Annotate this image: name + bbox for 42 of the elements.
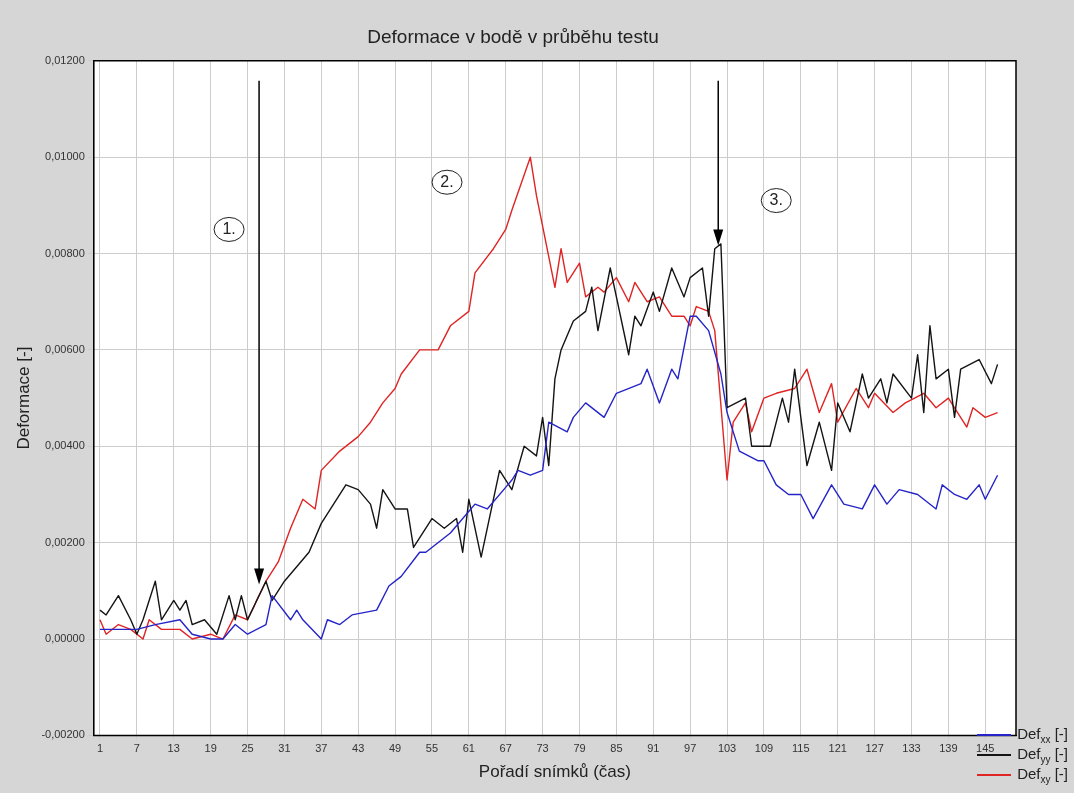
x-tick-label: 25 bbox=[241, 742, 254, 755]
y-tick-label: 0,00400 bbox=[45, 439, 85, 452]
x-tick-label: 145 bbox=[976, 742, 995, 755]
x-tick-label: 91 bbox=[647, 742, 660, 755]
legend-label: Def$_{xy}$ [-] bbox=[1017, 765, 1068, 785]
x-tick-label: 67 bbox=[499, 742, 512, 755]
y-tick-label: 0,00200 bbox=[45, 535, 85, 548]
x-tick-label: 61 bbox=[462, 742, 475, 755]
x-tick-label: 115 bbox=[792, 742, 810, 755]
y-tick-label: 0,00800 bbox=[45, 246, 85, 259]
x-tick-label: 121 bbox=[828, 742, 847, 755]
x-tick-label: 19 bbox=[204, 742, 217, 755]
x-tick-label: 133 bbox=[902, 742, 921, 755]
legend-label: Def$_{xx}$ [-] bbox=[1017, 725, 1068, 745]
x-tick-label: 109 bbox=[754, 742, 774, 755]
x-tick-label: 13 bbox=[167, 742, 180, 755]
annotation: 2. bbox=[440, 172, 454, 190]
legend-label: Def$_{yy}$ [-] bbox=[1017, 745, 1068, 765]
x-tick-label: 49 bbox=[388, 742, 402, 755]
x-tick-label: 7 bbox=[133, 742, 140, 755]
x-tick-label: 37 bbox=[315, 742, 328, 755]
y-tick-label: 0,01200 bbox=[45, 53, 85, 66]
y-tick-label: -0,00200 bbox=[41, 728, 85, 741]
x-tick-label: 31 bbox=[278, 742, 291, 755]
x-tick-label: 97 bbox=[684, 742, 697, 755]
x-tick-label: 127 bbox=[865, 742, 884, 755]
x-tick-label: 73 bbox=[536, 742, 549, 755]
annotation: 3. bbox=[769, 190, 783, 208]
x-tick-label: 43 bbox=[352, 742, 365, 755]
y-tick-label: 0,00600 bbox=[45, 342, 85, 355]
y-tick-label: 0,01000 bbox=[45, 150, 85, 163]
x-axis-title: Pořadí snímků (čas) bbox=[478, 762, 631, 782]
chart-title: Deformace v bodě v průběhu testu bbox=[367, 25, 659, 47]
x-tick-label: 1 bbox=[96, 742, 104, 755]
x-tick-label: 103 bbox=[717, 742, 737, 755]
x-tick-label: 79 bbox=[573, 742, 586, 755]
x-tick-label: 85 bbox=[610, 742, 623, 755]
y-axis-title: Deformace [-] bbox=[13, 346, 33, 450]
annotation: 1. bbox=[222, 219, 236, 237]
y-tick-label: 0,00000 bbox=[45, 632, 85, 645]
x-tick-label: 55 bbox=[425, 742, 439, 755]
x-tick-label: 139 bbox=[939, 742, 958, 755]
